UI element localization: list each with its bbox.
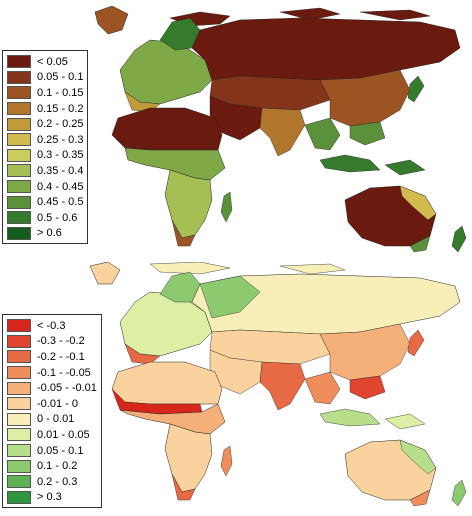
legend-swatch (7, 381, 31, 395)
legend-top: < 0.05 0.05 - 0.1 0.1 - 0.15 0.15 - 0.2 0.2 … (2, 50, 89, 245)
legend-label: -0.3 - -0.2 (37, 335, 85, 348)
legend-label: 0.4 - 0.45 (37, 180, 84, 193)
legend-swatch (7, 86, 31, 100)
legend-label: 0.05 - 0.1 (37, 444, 84, 457)
legend-label: 0.2 - 0.25 (37, 118, 84, 131)
legend-label: 0.5 - 0.6 (37, 211, 78, 224)
legend-swatch (7, 475, 31, 489)
legend-label: 0.35 - 0.4 (37, 164, 84, 177)
legend-label: > 0.3 (37, 491, 62, 504)
legend-label: -0.1 - -0.05 (37, 366, 91, 379)
legend-swatch (7, 366, 31, 380)
legend-swatch (7, 490, 31, 504)
legend-label: 0.3 - 0.35 (37, 149, 84, 162)
legend-swatch (7, 226, 31, 240)
legend-swatch (7, 319, 31, 333)
legend-label: < 0.05 (37, 55, 68, 68)
legend-item: 0.1 - 0.2 (7, 458, 97, 474)
legend-label: < -0.3 (37, 319, 66, 332)
legend-swatch (7, 459, 31, 473)
legend-swatch (7, 164, 31, 178)
legend-label: 0.1 - 0.15 (37, 86, 84, 99)
legend-label: -0.2 - -0.1 (37, 350, 85, 363)
legend-swatch (7, 195, 31, 209)
legend-item: 0 - 0.01 (7, 412, 97, 428)
legend-item: 0.2 - 0.3 (7, 474, 97, 490)
legend-swatch (7, 133, 31, 147)
legend-item: 0.45 - 0.5 (7, 194, 83, 210)
legend-swatch (7, 117, 31, 131)
legend-item: 0.05 - 0.1 (7, 70, 83, 86)
legend-item: -0.05 - -0.01 (7, 380, 97, 396)
legend-swatch (7, 211, 31, 225)
map-panel-top: < 0.05 0.05 - 0.1 0.1 - 0.15 0.15 - 0.2 0.2 … (2, 5, 467, 253)
legend-label: 0.2 - 0.3 (37, 475, 78, 488)
legend-item: > 0.3 (7, 490, 97, 506)
legend-label: 0.45 - 0.5 (37, 196, 84, 209)
legend-item: 0.4 - 0.45 (7, 179, 83, 195)
legend-item: 0.1 - 0.15 (7, 85, 83, 101)
legend-label: 0.25 - 0.3 (37, 133, 84, 146)
legend-label: -0.05 - -0.01 (37, 382, 97, 395)
legend-item: 0.3 - 0.35 (7, 148, 83, 164)
legend-swatch (7, 180, 31, 194)
legend-swatch (7, 412, 31, 426)
legend-item: 0.35 - 0.4 (7, 163, 83, 179)
legend-swatch (7, 350, 31, 364)
legend-item: 0.15 - 0.2 (7, 101, 83, 117)
legend-swatch (7, 148, 31, 162)
legend-swatch (7, 428, 31, 442)
legend-item: -0.2 - -0.1 (7, 349, 97, 365)
legend-label: 0.05 - 0.1 (37, 71, 84, 84)
legend-item: 0.25 - 0.3 (7, 132, 83, 148)
legend-swatch (7, 102, 31, 116)
legend-swatch (7, 70, 31, 84)
legend-swatch (7, 334, 31, 348)
legend-label: 0 - 0.01 (37, 413, 75, 426)
legend-item: 0.5 - 0.6 (7, 210, 83, 226)
legend-item: -0.01 - 0 (7, 396, 97, 412)
legend-label: > 0.6 (37, 227, 62, 240)
legend-label: 0.01 - 0.05 (37, 428, 90, 441)
legend-label: 0.15 - 0.2 (37, 102, 84, 115)
legend-swatch (7, 444, 31, 458)
legend-item: 0.01 - 0.05 (7, 427, 97, 443)
world-map-top (94, 5, 467, 253)
legend-label: 0.1 - 0.2 (37, 460, 78, 473)
legend-item: 0.05 - 0.1 (7, 443, 97, 459)
map-panel-bottom: < -0.3 -0.3 - -0.2 -0.2 - -0.1 -0.1 - -0.05… (0, 262, 472, 516)
legend-swatch (7, 55, 31, 69)
legend-item: -0.3 - -0.2 (7, 334, 97, 350)
world-map-bottom (89, 262, 467, 507)
legend-item: < -0.3 (7, 318, 97, 334)
legend-item: > 0.6 (7, 226, 83, 242)
legend-label: -0.01 - 0 (37, 397, 78, 410)
legend-swatch (7, 397, 31, 411)
legend-item: 0.2 - 0.25 (7, 116, 83, 132)
legend-bottom: < -0.3 -0.3 - -0.2 -0.2 - -0.1 -0.1 - -0.05… (2, 314, 102, 509)
legend-item: -0.1 - -0.05 (7, 365, 97, 381)
legend-item: < 0.05 (7, 54, 83, 70)
